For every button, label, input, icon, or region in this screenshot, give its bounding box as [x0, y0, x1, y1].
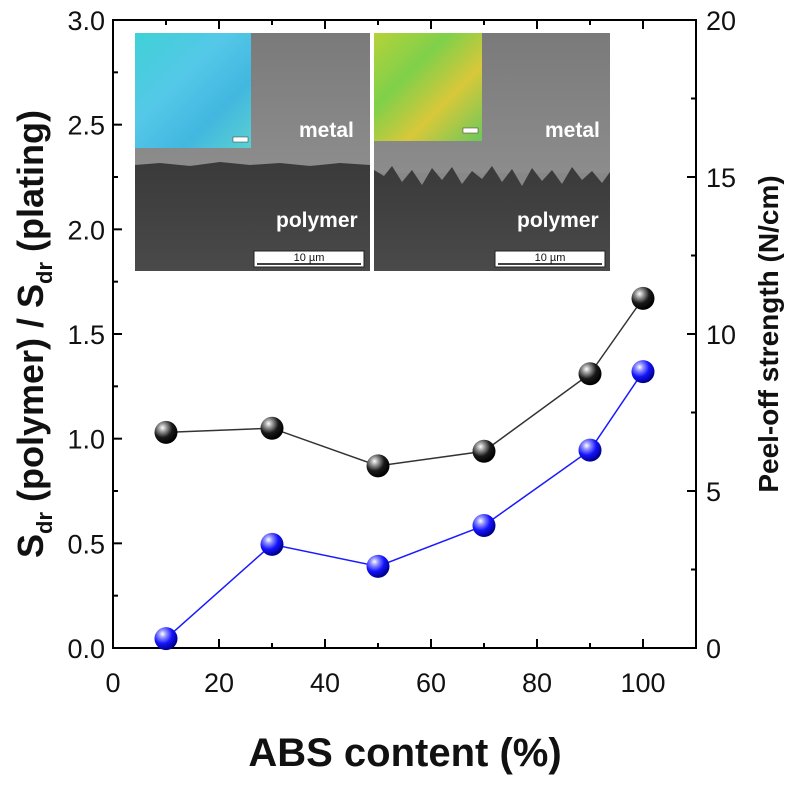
y-left-title-part-3: (plating): [10, 110, 51, 262]
y-right-tick-label: 0: [706, 634, 721, 664]
inset-right-panel: metal polymer 10 µm: [374, 33, 610, 271]
axis-ticks: 0 20 40 60 80 100 0.0 0.5 1.0 1.5 2.0 2.5 3.0 0 5 10 15 2…: [67, 6, 736, 698]
inset-right-map-scale: [462, 127, 479, 134]
inset-right-scale-box: [494, 250, 606, 268]
series-2: [154, 360, 655, 651]
y-left-tick-label: 0.5: [67, 529, 105, 559]
x-axis-title: ABS content (%): [248, 731, 561, 775]
inset-right-scale-label: 10 µm: [535, 252, 566, 264]
y-left-tick-label: 3.0: [67, 6, 105, 36]
y-left-title-sub-1: dr: [32, 512, 57, 534]
series-2-point: [154, 627, 178, 651]
series-2-line: [165, 371, 644, 640]
x-tick-label: 0: [105, 668, 120, 698]
series-2-point: [366, 554, 390, 578]
x-tick-label: 80: [522, 668, 552, 698]
x-tick-label: 60: [416, 668, 446, 698]
inset-left-metal-label: metal: [299, 119, 354, 142]
series-1-point: [578, 362, 602, 386]
x-tick-label: 40: [310, 668, 340, 698]
series-2-point: [260, 532, 284, 556]
y-left-title-part-2: (polymer) / S: [10, 284, 51, 512]
y-right-tick-label: 5: [706, 477, 721, 507]
series-1-point: [366, 454, 390, 478]
y-right-tick-label: 10: [706, 320, 736, 350]
x-tick-label: 100: [620, 668, 665, 698]
inset-right-color-map: [374, 33, 482, 141]
y-left-title-part-1: S: [10, 534, 51, 558]
y-axis-left-title: Sdr (polymer) / Sdr (plating): [10, 110, 57, 558]
inset-left-panel: metal polymer 10 µm: [135, 33, 370, 271]
series-1-line: [165, 297, 644, 467]
series-1-point: [260, 416, 284, 440]
inset-left-map-scale: [232, 136, 249, 143]
inset-left-scale-label: 10 µm: [294, 252, 325, 264]
series-2-point: [472, 514, 496, 538]
inset-right-metal-label: metal: [545, 119, 600, 142]
inset-right-interface: [374, 166, 610, 271]
y-axis-right-title: Peel-off strength (N/cm): [753, 175, 784, 492]
series-2-point: [578, 438, 602, 462]
y-left-tick-label: 1.5: [67, 320, 105, 350]
y-left-tick-label: 0.0: [67, 634, 105, 664]
y-left-tick-label: 1.0: [67, 425, 105, 455]
series-2-point: [631, 360, 655, 384]
x-tick-label: 20: [204, 668, 234, 698]
inset-right-polymer-label: polymer: [517, 209, 599, 232]
series-1-point: [631, 286, 655, 310]
inset-left-color-map: [135, 33, 251, 148]
series-1-point: [154, 420, 178, 444]
series-1-point: [472, 439, 496, 463]
y-left-title-sub-2: dr: [32, 262, 57, 284]
y-left-tick-label: 2.0: [67, 215, 105, 245]
y-right-tick-label: 15: [706, 163, 736, 193]
inset-left-interface: [135, 162, 370, 271]
series-1: [154, 286, 655, 478]
inset-left-polymer-label: polymer: [276, 209, 358, 232]
y-right-tick-label: 20: [706, 6, 736, 36]
series-layer: [154, 286, 655, 651]
inset-left-scale-box: [253, 250, 365, 268]
y-left-tick-label: 2.5: [67, 111, 105, 141]
inset-micrographs: metal polymer 10 µm metal polymer 10 µm: [135, 33, 610, 271]
